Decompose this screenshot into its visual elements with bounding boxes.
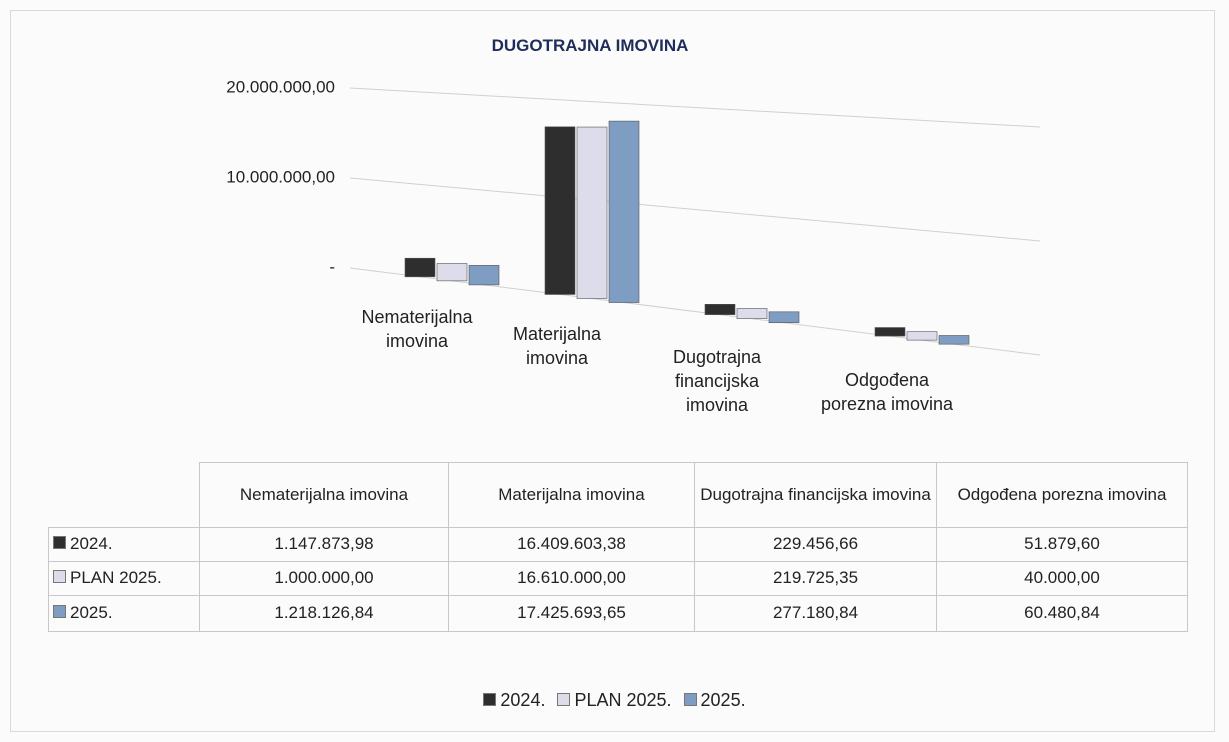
- row-header: 2024.: [48, 526, 200, 562]
- table-cell: 16.409.603,38: [448, 526, 695, 562]
- bar: [576, 126, 608, 299]
- table-cell: 277.180,84: [694, 594, 937, 632]
- table-cell: 40.000,00: [936, 560, 1188, 596]
- grid-line: [349, 267, 1041, 356]
- x-tick-label: Odgođena porezna imovina: [820, 370, 954, 414]
- x-tick-label: Materijalna imovina: [512, 324, 602, 368]
- legend-item: PLAN 2025.: [557, 690, 672, 710]
- table-row: 2024. 1.147.873,98 16.409.603,38 229.456,66…: [48, 526, 1188, 562]
- bar: [938, 335, 970, 345]
- legend-item: 2024.: [483, 690, 545, 710]
- row-header: 2025.: [48, 594, 200, 632]
- row-label: 2024.: [70, 534, 113, 553]
- bar: [874, 327, 906, 337]
- grid-line: [349, 87, 1041, 128]
- bar: [544, 126, 576, 295]
- y-tick-label: 10.000.000,00: [226, 167, 335, 186]
- legend-swatch: [53, 570, 66, 583]
- x-tick-label: Dugotrajna financijska imovina: [672, 347, 762, 415]
- legend-swatch: [53, 536, 66, 549]
- bar: [906, 331, 938, 341]
- legend-swatch: [683, 693, 697, 706]
- table-corner: [48, 462, 200, 528]
- legend-label: PLAN 2025.: [574, 690, 672, 710]
- table-cell: 16.610.000,00: [448, 560, 695, 596]
- table-cell: 60.480,84: [936, 594, 1188, 632]
- table-header: Nematerijalna imovina: [199, 462, 449, 528]
- table-cell: 219.725,35: [694, 560, 937, 596]
- legend: 2024. PLAN 2025. 2025.: [0, 690, 1229, 711]
- table-cell: 17.425.693,65: [448, 594, 695, 632]
- table-row: PLAN 2025. 1.000.000,00 16.610.000,00 219.7…: [48, 560, 1188, 596]
- legend-item: 2025.: [683, 690, 746, 710]
- legend-label: 2025.: [700, 690, 746, 710]
- table-header-row: Nematerijalna imovina Materijalna imovina…: [48, 462, 1188, 528]
- row-label: 2025.: [70, 603, 113, 622]
- data-table: Nematerijalna imovina Materijalna imovina…: [48, 462, 1188, 632]
- legend-label: 2024.: [500, 690, 546, 710]
- legend-swatch: [557, 693, 571, 706]
- y-tick-label: 20.000.000,00: [226, 77, 335, 96]
- bar: [436, 263, 468, 282]
- bar: [404, 257, 436, 278]
- x-tick-label: Nematerijalna imovina: [361, 307, 473, 351]
- bar: [736, 308, 768, 319]
- table-header: Materijalna imovina: [448, 462, 695, 528]
- bar: [608, 120, 640, 303]
- table-cell: 1.000.000,00: [199, 560, 449, 596]
- table-cell: 229.456,66: [694, 526, 937, 562]
- table-cell: 51.879,60: [936, 526, 1188, 562]
- table-header: Odgođena porezna imovina: [936, 462, 1188, 528]
- bar: [704, 303, 736, 315]
- row-label: PLAN 2025.: [70, 568, 162, 587]
- table-cell: 1.218.126,84: [199, 594, 449, 632]
- chart-frame: [10, 10, 1215, 732]
- bar: [768, 311, 800, 324]
- y-tick-label: -: [329, 257, 335, 276]
- table-header: Dugotrajna financijska imovina: [694, 462, 937, 528]
- legend-swatch: [483, 693, 497, 706]
- table-row: 2025. 1.218.126,84 17.425.693,65 277.180,84…: [48, 594, 1188, 632]
- bar: [468, 265, 500, 286]
- chart-title: DUGOTRAJNA IMOVINA: [491, 36, 689, 55]
- grid-line: [349, 177, 1041, 242]
- row-header: PLAN 2025.: [48, 560, 200, 596]
- legend-swatch: [53, 605, 66, 618]
- table-cell: 1.147.873,98: [199, 526, 449, 562]
